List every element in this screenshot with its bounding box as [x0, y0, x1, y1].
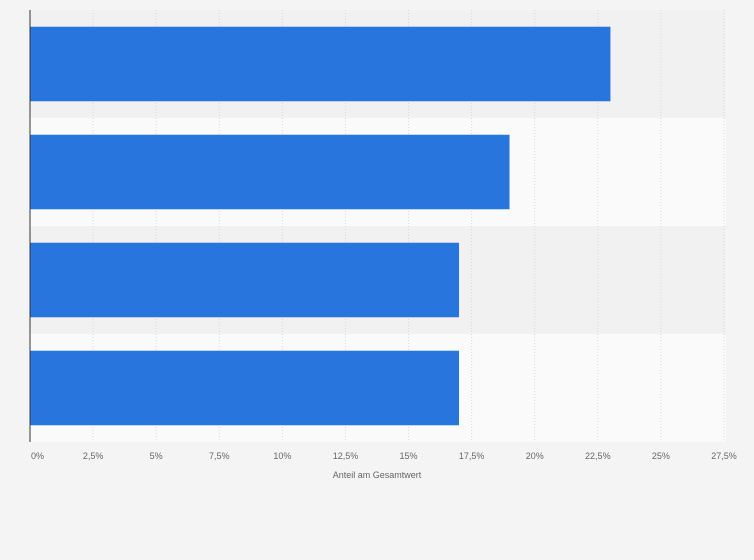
x-tick-label: 20%: [526, 451, 544, 461]
bar[interactable]: [30, 350, 460, 426]
x-axis-title: Anteil am Gesamtwert: [333, 470, 422, 480]
x-tick-label: 22,5%: [585, 451, 611, 461]
bar[interactable]: [30, 134, 510, 210]
x-tick-label: 10%: [273, 451, 291, 461]
x-tick-label: 15%: [400, 451, 418, 461]
bar[interactable]: [30, 242, 460, 318]
x-tick-label: 0%: [31, 451, 44, 461]
x-tick-label: 5%: [150, 451, 163, 461]
x-tick-label: 27,5%: [711, 451, 737, 461]
bar[interactable]: [30, 26, 611, 102]
x-tick-label: 17,5%: [459, 451, 485, 461]
bars: [30, 26, 611, 426]
x-axis-ticks: 0% 2,5% 5% 7,5% 10% 12,5% 15% 17,5% 20% 22,5% 25% 2…: [31, 451, 737, 461]
x-tick-label: 25%: [652, 451, 670, 461]
x-tick-label: 2,5%: [83, 451, 104, 461]
x-tick-label: 7,5%: [209, 451, 230, 461]
x-tick-label: 12,5%: [333, 451, 359, 461]
